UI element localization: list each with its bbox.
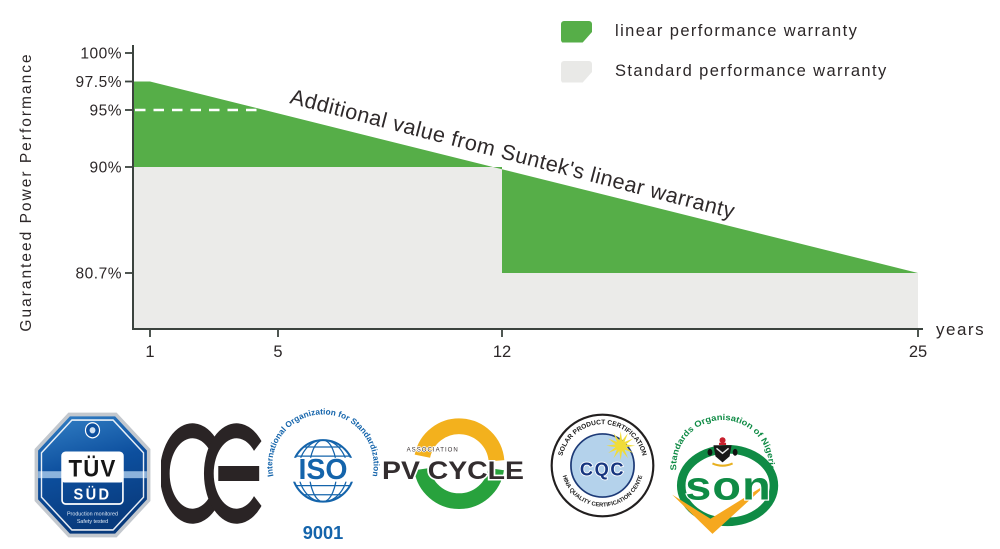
tuv-white-box xyxy=(62,452,123,483)
iso-9001-logo: International Organization for Standardi… xyxy=(266,406,380,543)
legend-item-linear: linear performance warranty xyxy=(561,20,888,43)
y-tick-label: 80.7% xyxy=(76,266,122,283)
iso-band xyxy=(282,457,364,482)
ce-letter-c xyxy=(161,423,218,524)
cqc-logo: SOLAR PRODUCT CERTIFICATION CHINA QUALIT… xyxy=(549,407,655,518)
x-tick-label: 25 xyxy=(909,343,927,361)
tuv-caption-2: Safety tested xyxy=(77,519,108,525)
pv-cycle-association-text: ASSOCIATION xyxy=(407,446,459,453)
x-tick-label: 1 xyxy=(145,343,154,361)
y-tick-label: 100% xyxy=(80,46,122,63)
warranty-chart: 100%97.5%95%90%80.7% 1 5 12 25 years Additi… xyxy=(76,45,985,361)
y-tick-label: 90% xyxy=(89,160,122,177)
son-logo: Standards Organisation of Nigeria son xyxy=(668,412,779,534)
iso-text: ISO xyxy=(299,454,348,486)
legend-swatch-gray xyxy=(561,60,592,83)
pv-cycle-green-arc xyxy=(414,467,504,509)
y-tick-label: 97.5% xyxy=(76,74,122,91)
cqc-sun-icon xyxy=(606,431,636,461)
standard-warranty-area xyxy=(133,167,918,328)
ce-letter-e-arc xyxy=(204,423,262,524)
x-axis-ticks: 1 5 12 25 xyxy=(145,330,927,361)
tuv-sud-logo: TÜV SÜD Production monitored Safety test… xyxy=(34,412,151,538)
legend-label: linear performance warranty xyxy=(615,22,859,40)
legend-swatch-green xyxy=(561,20,592,43)
linear-warranty-area xyxy=(133,81,918,273)
son-check-icon xyxy=(672,482,769,534)
son-text: son xyxy=(685,464,772,509)
pv-cycle-text: PV CYCLE xyxy=(382,457,524,485)
tuv-emblem-dot xyxy=(89,427,96,434)
cqc-text: CQC xyxy=(580,460,625,480)
axes xyxy=(132,45,923,330)
legend: linear performance warranty Standard per… xyxy=(561,20,888,100)
y-tick-label: 95% xyxy=(89,103,122,120)
nigeria-coat-of-arms-icon xyxy=(707,437,738,467)
legend-item-standard: Standard performance warranty xyxy=(561,60,888,83)
pv-cycle-yellow-arc xyxy=(414,418,505,462)
iso-number: 9001 xyxy=(303,523,344,543)
tuv-caption-1: Production monitored xyxy=(67,511,118,517)
tuv-text: TÜV xyxy=(69,454,117,481)
x-tick-label: 12 xyxy=(493,343,511,361)
x-axis-unit: years xyxy=(936,320,985,339)
y-axis-ticks: 100% 97.5% 95% 90% 80.7% xyxy=(76,46,132,283)
ce-mark-logo xyxy=(161,423,262,524)
sud-text: SÜD xyxy=(74,486,112,504)
tuv-inner-octagon xyxy=(40,419,145,531)
legend-label: Standard performance warranty xyxy=(615,62,888,80)
x-tick-label: 5 xyxy=(273,343,282,361)
pv-cycle-logo: ASSOCIATION PV CYCLE xyxy=(381,418,525,509)
